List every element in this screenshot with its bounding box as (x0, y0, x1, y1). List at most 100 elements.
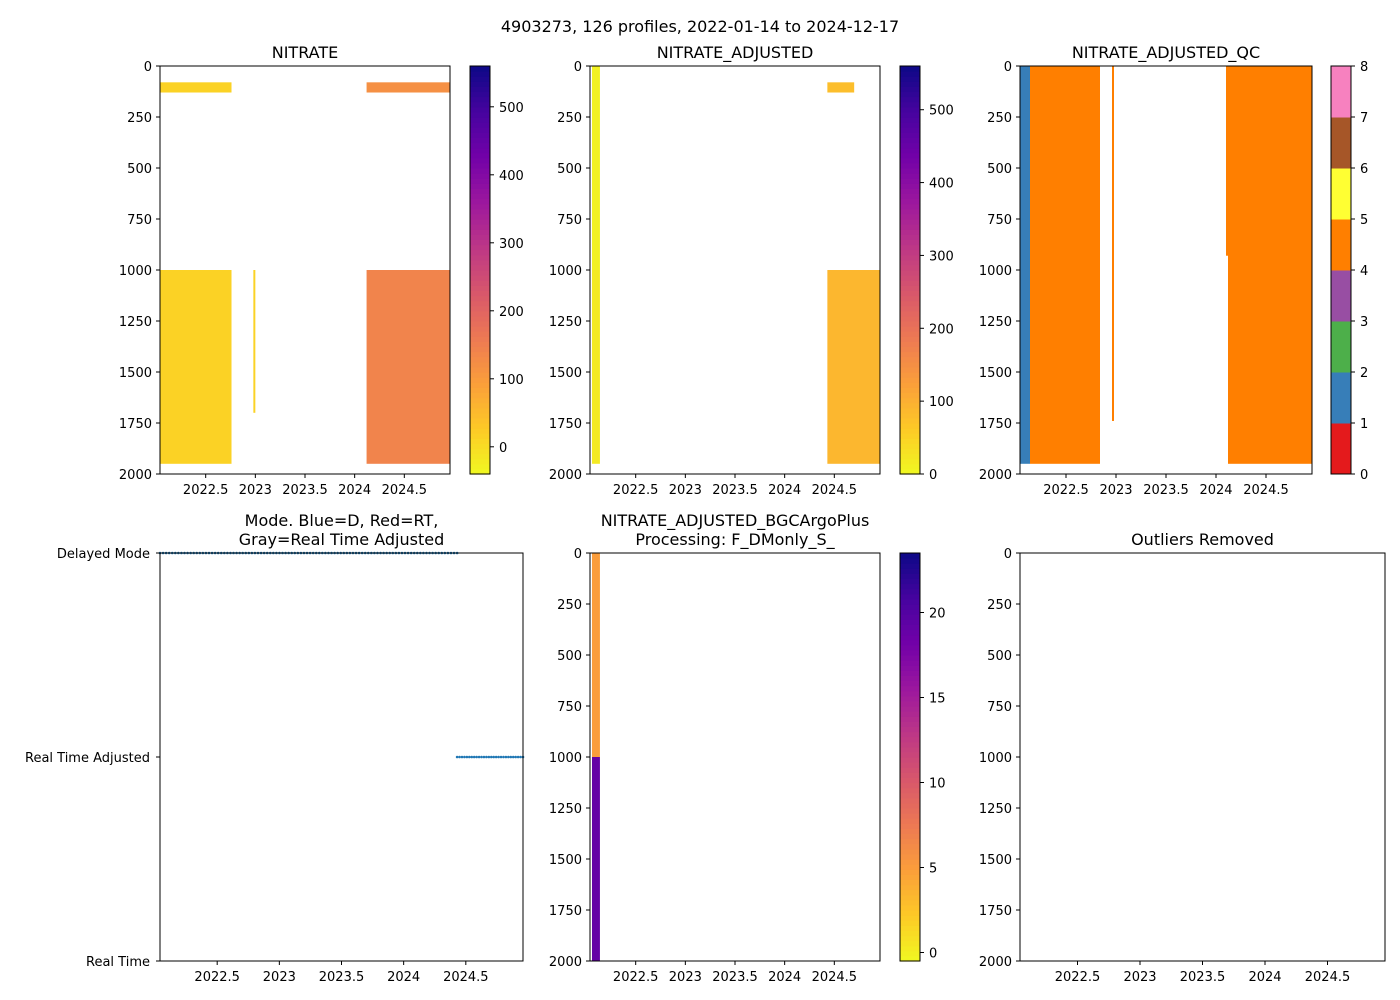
colorbar-band (900, 935, 920, 942)
colorbar-band (900, 604, 920, 610)
mode-point (458, 755, 461, 759)
colorbar-band (900, 106, 920, 113)
colorbar-band (900, 173, 920, 179)
colorbar-band (470, 152, 490, 159)
y-tick-label: 1500 (119, 366, 152, 381)
colorbar-band (900, 813, 920, 819)
colorbar-band (470, 259, 490, 266)
colorbar-band (470, 310, 490, 317)
colorbar-band (900, 346, 920, 353)
colorbar-band (900, 372, 920, 378)
colorbar-band (900, 553, 920, 559)
colorbar-band (900, 433, 920, 439)
colorbar-band (900, 685, 920, 692)
colorbar-band (470, 468, 490, 475)
colorbar-band (470, 122, 490, 128)
colorbar-band (900, 321, 920, 327)
colorbar-band (470, 331, 490, 337)
colorbar-band (900, 910, 920, 916)
x-tick-label: 2024 (768, 483, 801, 498)
colorbar-band (900, 578, 920, 585)
colorbar-tick-label: 20 (929, 607, 946, 622)
mode-point (504, 755, 508, 759)
x-tick-label: 2023 (1123, 970, 1156, 985)
mode-point (475, 755, 478, 759)
heatmap-segment (160, 82, 232, 93)
colorbar-band (470, 438, 490, 444)
colorbar-tick-label: 5 (1360, 213, 1368, 228)
colorbar-band (900, 91, 920, 98)
colorbar-band (900, 808, 920, 814)
colorbar-band (900, 593, 920, 600)
y-tick-label: 0 (1004, 60, 1012, 75)
colorbar-band (470, 106, 490, 113)
colorbar-band (900, 285, 920, 291)
mode-point (482, 755, 486, 759)
heatmap-segment (591, 66, 600, 270)
colorbar-band (470, 280, 490, 286)
colorbar-band (900, 111, 920, 118)
colorbar-band (900, 782, 920, 789)
heatmap-segment (160, 270, 232, 464)
colorbar-band (900, 706, 920, 712)
colorbar-band (470, 453, 490, 460)
x-tick-label: 2023.5 (712, 970, 758, 985)
x-tick-label: 2024.5 (1243, 483, 1289, 498)
colorbar-band (900, 583, 920, 590)
colorbar-band (900, 899, 920, 906)
colorbar-band (470, 193, 490, 200)
colorbar-tick-label: 300 (499, 237, 524, 252)
colorbar-band (900, 213, 920, 220)
mode-point (499, 755, 503, 759)
y-tick-label: 2000 (979, 955, 1012, 970)
colorbar-band (900, 619, 920, 625)
colorbar-swatch (1331, 117, 1351, 169)
colorbar-band (900, 818, 920, 824)
colorbar-band (900, 624, 920, 631)
mode-point (511, 755, 515, 759)
colorbar-tick-label: 2 (1360, 366, 1368, 381)
colorbar-tick-label: 100 (929, 395, 954, 410)
x-tick-label: 2024.5 (1305, 970, 1351, 985)
colorbar-band (900, 270, 920, 276)
colorbar-band (900, 879, 920, 886)
colorbar-swatch (1331, 66, 1351, 118)
colorbar-band (470, 183, 490, 189)
colorbar-swatch (1331, 219, 1351, 271)
colorbar-band (900, 649, 920, 656)
colorbar-band (900, 259, 920, 266)
colorbar-band (900, 468, 920, 475)
y-tick-label: 750 (127, 213, 152, 228)
y-tick-label: 1750 (549, 417, 582, 432)
colorbar-band (900, 741, 920, 748)
colorbar-band (900, 792, 920, 799)
colorbar-band (900, 695, 920, 702)
y-tick-label: 2000 (549, 955, 582, 970)
colorbar-band (900, 305, 920, 312)
colorbar-band (470, 111, 490, 118)
colorbar-band (900, 438, 920, 444)
panel-title: NITRATE_ADJUSTED_BGCArgoPlus (601, 511, 870, 531)
panel-title: NITRATE (272, 43, 339, 62)
colorbar-band (470, 229, 490, 235)
colorbar-band (470, 290, 490, 297)
colorbar-band (900, 772, 920, 778)
colorbar-band (900, 264, 920, 271)
colorbar-band (900, 833, 920, 840)
colorbar-band (900, 331, 920, 337)
colorbar-band (900, 614, 920, 620)
colorbar-band (470, 147, 490, 154)
panel-outliers: Outliers Removed 2022.5 2023 2023.5 2024 2024… (979, 530, 1386, 985)
colorbar-band (470, 285, 490, 291)
mode-point (463, 755, 466, 759)
colorbar-band (470, 66, 490, 72)
colorbar-band (900, 412, 920, 419)
x-tick-label: 2024.5 (443, 970, 489, 985)
mode-point (509, 755, 513, 759)
colorbar-band (470, 244, 490, 251)
panel-title: Gray=Real Time Adjusted (239, 530, 445, 549)
colorbar-band (900, 894, 920, 901)
x-tick-label: 2022.5 (613, 970, 659, 985)
axes-frame (1019, 552, 1386, 962)
colorbar-band (900, 859, 920, 865)
